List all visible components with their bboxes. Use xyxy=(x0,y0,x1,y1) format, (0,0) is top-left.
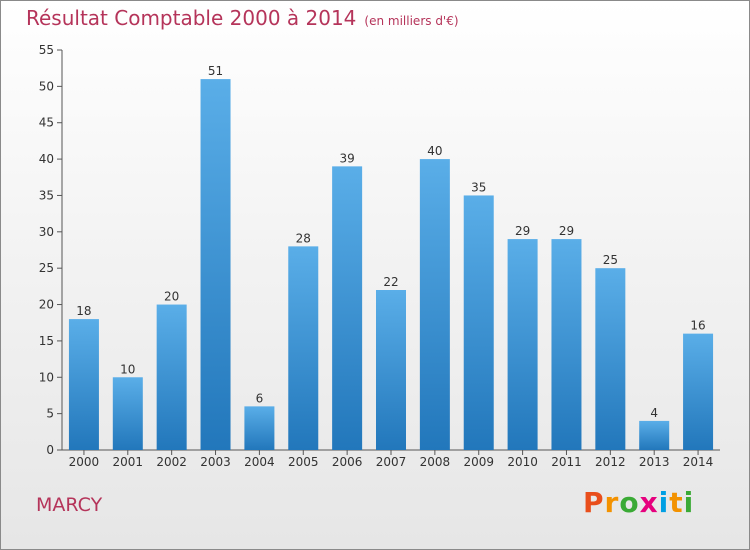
y-tick-label: 35 xyxy=(39,188,54,202)
value-label: 6 xyxy=(256,391,264,405)
x-tick-label: 2008 xyxy=(420,455,451,469)
logo-letter: t xyxy=(669,486,684,519)
logo-letter: i xyxy=(683,486,695,519)
chart-title: Résultat Comptable 2000 à 2014 (en millie… xyxy=(26,6,459,30)
bar-2010 xyxy=(507,239,538,450)
y-tick-label: 15 xyxy=(39,334,54,348)
y-tick-label: 40 xyxy=(39,152,54,166)
x-tick-label: 2010 xyxy=(507,455,538,469)
y-tick-label: 30 xyxy=(39,225,54,239)
value-label: 28 xyxy=(296,231,311,245)
bar-2002 xyxy=(156,304,187,450)
x-tick-label: 2005 xyxy=(288,455,319,469)
x-tick-label: 2002 xyxy=(156,455,187,469)
logo-letter: o xyxy=(619,486,640,519)
bar-2005 xyxy=(288,246,319,450)
commune-name: MARCY xyxy=(36,494,103,516)
bar-2001 xyxy=(112,377,143,450)
bar-2003 xyxy=(200,79,231,450)
logo-letter: P xyxy=(583,486,605,519)
bar-2009 xyxy=(463,195,494,450)
bar-2000 xyxy=(68,319,99,450)
x-tick-label: 2006 xyxy=(332,455,363,469)
value-label: 39 xyxy=(339,151,354,165)
x-tick-label: 2009 xyxy=(463,455,494,469)
proxiti-logo: Proxiti xyxy=(583,486,694,519)
value-label: 35 xyxy=(471,180,486,194)
y-tick-label: 55 xyxy=(39,43,54,57)
x-tick-label: 2004 xyxy=(244,455,275,469)
bar-2006 xyxy=(332,166,363,450)
chart-bars: 18 10 20 51 6 28 39 22 40 35 29 29 25 4 16 xyxy=(68,64,714,450)
value-label: 51 xyxy=(208,64,223,78)
x-tick-label: 2011 xyxy=(551,455,582,469)
bar-2011 xyxy=(551,239,582,450)
x-tick-label: 2001 xyxy=(113,455,144,469)
y-tick-label: 50 xyxy=(39,79,54,93)
bar-2008 xyxy=(419,159,450,450)
value-label: 10 xyxy=(120,362,135,376)
value-label: 29 xyxy=(559,224,574,238)
chart-title-text: Résultat Comptable 2000 à 2014 xyxy=(26,6,357,30)
value-label: 40 xyxy=(427,144,442,158)
bar-2014 xyxy=(683,333,714,450)
value-label: 4 xyxy=(650,406,658,420)
bar-2007 xyxy=(376,290,406,450)
value-label: 18 xyxy=(76,304,91,318)
x-tick-label: 2003 xyxy=(200,455,231,469)
bar-2013 xyxy=(639,420,670,450)
x-tick-label: 2007 xyxy=(376,455,407,469)
y-tick-label: 20 xyxy=(39,298,54,312)
x-tick-label: 2013 xyxy=(639,455,670,469)
value-label: 25 xyxy=(603,253,618,267)
value-label: 22 xyxy=(383,275,398,289)
bar-2004 xyxy=(244,406,275,450)
logo-letter: r xyxy=(604,486,620,519)
y-tick-label: 25 xyxy=(39,261,54,275)
x-tick-label: 2014 xyxy=(683,455,714,469)
value-label: 20 xyxy=(164,290,179,304)
value-label: 16 xyxy=(690,319,705,333)
x-tick-label: 2012 xyxy=(595,455,626,469)
y-tick-label: 0 xyxy=(46,443,54,457)
chart-subtitle: (en milliers d'€) xyxy=(364,14,459,28)
logo-letter: x xyxy=(639,486,659,519)
y-tick-label: 45 xyxy=(39,116,54,130)
x-tick-label: 2000 xyxy=(69,455,100,469)
y-tick-label: 5 xyxy=(46,407,54,421)
y-tick-label: 10 xyxy=(39,370,54,384)
value-label: 29 xyxy=(515,224,530,238)
bar-2012 xyxy=(595,268,626,450)
logo-letter: i xyxy=(658,486,670,519)
